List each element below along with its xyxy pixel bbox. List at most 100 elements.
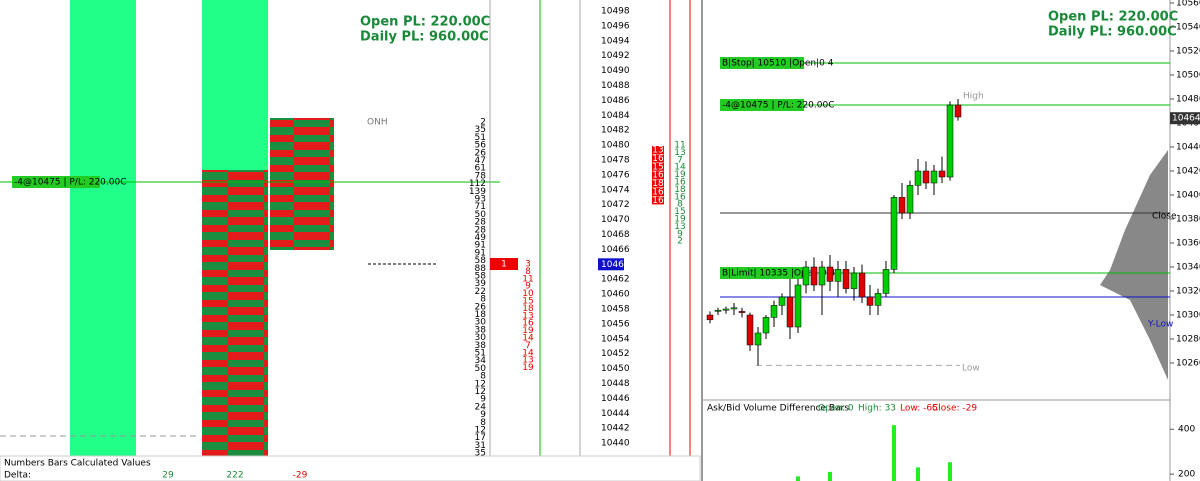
delta-cell: 71 xyxy=(475,202,486,212)
delta-cell: 35 xyxy=(475,449,486,459)
bid-cell: 16 xyxy=(652,196,664,206)
trade-cell: 18 xyxy=(522,304,534,314)
candle-body xyxy=(906,185,914,214)
delta-value: 222 xyxy=(226,471,243,481)
candle-body xyxy=(946,104,954,178)
onh-label: ONH xyxy=(367,118,388,128)
bid-box xyxy=(652,196,664,205)
delta-cell: 88 xyxy=(475,264,487,274)
bid-cell: 16 xyxy=(652,188,664,198)
bid-box xyxy=(652,171,664,180)
y-tick-label: 10340 xyxy=(1176,263,1200,273)
bid-box xyxy=(652,179,664,188)
y-tick-label: 10440 xyxy=(1176,143,1200,153)
ask-cell: 11 xyxy=(674,141,685,151)
delta-cell: 49 xyxy=(475,233,487,243)
trade-cell: 16 xyxy=(522,319,534,329)
candle-body xyxy=(778,296,786,306)
volume-column xyxy=(70,0,136,456)
volume-bar xyxy=(796,476,800,481)
delta-cell: 61 xyxy=(475,164,486,174)
candle-body xyxy=(706,314,714,321)
candle-body xyxy=(874,293,882,306)
delta-cell: 35 xyxy=(475,125,486,135)
delta-cell: 38 xyxy=(475,325,487,335)
ladder-price: 10442 xyxy=(601,424,630,434)
delta-value: -29 xyxy=(293,471,308,481)
order-label xyxy=(720,57,804,69)
trade-cell: 10 xyxy=(522,289,534,299)
close-label: Close xyxy=(1152,212,1177,222)
high-label: High xyxy=(963,92,984,102)
y-tick-label: 10380 xyxy=(1176,215,1200,225)
ladder-price: 10474 xyxy=(601,185,630,195)
bottom-title: Numbers Bars Calculated Values xyxy=(4,459,151,469)
delta-cell: 18 xyxy=(475,310,487,320)
candle-body xyxy=(938,170,946,178)
delta-value: 29 xyxy=(162,471,174,481)
ladder-price: 10488 xyxy=(601,81,630,91)
candle-body xyxy=(850,272,858,289)
candle-body xyxy=(730,307,738,310)
ladder-price: 10472 xyxy=(601,200,630,210)
candle-body xyxy=(794,284,802,328)
delta-cell: 9 xyxy=(480,410,486,420)
y-tick-label: 10280 xyxy=(1176,335,1200,345)
delta-cell: 8 xyxy=(480,372,486,382)
delta-cell: 22 xyxy=(475,287,486,297)
y-tick-label: 10480 xyxy=(1176,95,1200,105)
ladder-price: 10468 xyxy=(601,230,630,240)
volume-bar xyxy=(916,467,920,481)
order-text: B|Limit| 10335 |Open|0 4 xyxy=(722,269,836,279)
indicator-stat: Open: 0 xyxy=(818,404,854,414)
trade-cell: 13 xyxy=(522,356,533,366)
bid-cell: 18 xyxy=(652,179,664,189)
indicator-title: Ask/Bid Volume Difference Bars xyxy=(707,404,849,414)
y-low-label: Y-Low xyxy=(1147,320,1173,330)
ask-cell: 9 xyxy=(677,229,683,239)
delta-cell: 26 xyxy=(475,302,487,312)
ask-cell: 8 xyxy=(677,200,683,210)
delta-cell: 58 xyxy=(475,256,487,266)
delta-cell: 28 xyxy=(475,218,487,228)
y-tick-label: 10300 xyxy=(1176,311,1200,321)
trade-cell: 14 xyxy=(522,348,534,358)
y-tick-label: 10320 xyxy=(1176,287,1200,297)
ask-cell: 19 xyxy=(674,215,686,225)
daily-pl: Daily PL: 960.00C xyxy=(1048,25,1177,40)
y-tick-label: 10520 xyxy=(1176,47,1200,57)
candle-body xyxy=(866,296,874,306)
y-tick-label: 10260 xyxy=(1176,359,1200,369)
ladder-price: 10466 xyxy=(601,245,630,255)
delta-cell: 93 xyxy=(475,195,486,205)
candle-body xyxy=(754,332,762,346)
candle-body xyxy=(714,309,722,312)
ask-cell: 16 xyxy=(674,192,686,202)
delta-cell: 91 xyxy=(475,248,486,258)
delta-label: Delta: xyxy=(4,471,31,481)
candle-body xyxy=(858,272,866,298)
candle-body xyxy=(882,269,890,294)
delta-cell: 56 xyxy=(475,141,487,151)
candle-body xyxy=(834,269,842,282)
ladder-price: 10458 xyxy=(601,305,630,315)
last-price: 10464 xyxy=(1172,114,1200,124)
delta-cell: 39 xyxy=(475,279,487,289)
delta-cell: 112 xyxy=(469,179,486,189)
bid-box xyxy=(652,162,664,171)
trade-cell: 9 xyxy=(525,282,531,292)
y-tick-label: 200 xyxy=(1178,470,1195,480)
order-label xyxy=(720,267,804,279)
ladder-price: 10490 xyxy=(601,66,630,76)
order-text: -4@10475 | P/L: 220.00C xyxy=(722,101,835,111)
delta-cell: 47 xyxy=(475,156,486,166)
trade-cell: 13 xyxy=(522,311,533,321)
position-text: -4@10475 | P/L: 220.00C xyxy=(14,178,127,188)
trade-cell: 19 xyxy=(522,326,534,336)
ladder-price: 10444 xyxy=(601,409,630,419)
ladder-price: 10448 xyxy=(601,379,630,389)
open-pl: Open PL: 220.00C xyxy=(360,15,490,30)
ladder-price: 10494 xyxy=(601,36,630,46)
ladder-price: 10446 xyxy=(601,394,630,404)
